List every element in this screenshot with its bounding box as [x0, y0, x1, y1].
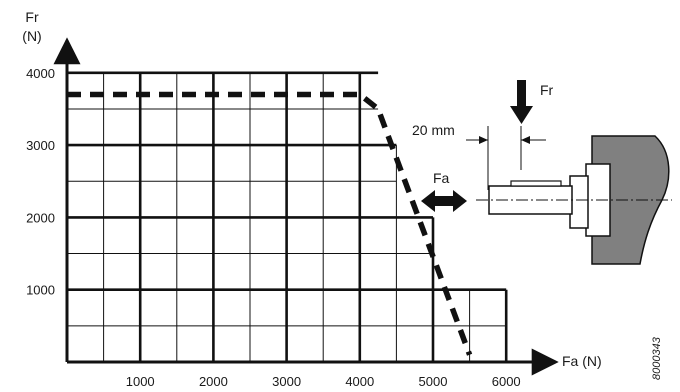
drawing-code: 8000343 [651, 336, 663, 380]
x-tick-label: 6000 [492, 374, 521, 389]
shaft-illustration [476, 135, 672, 265]
y-tick-label: 3000 [26, 138, 55, 153]
y-axis-label: Fr [25, 9, 39, 25]
y-axis-unit: (N) [22, 28, 41, 44]
fa-force-label: Fa [433, 170, 450, 186]
dimension-20mm [466, 126, 546, 190]
fa-force-arrow [421, 190, 467, 212]
fr-force-label: Fr [540, 82, 554, 98]
x-tick-label: 3000 [272, 374, 301, 389]
series-layer [67, 91, 473, 356]
x-tick-labels: 1000 2000 3000 4000 5000 6000 [126, 374, 521, 389]
x-axis-label: Fa (N) [562, 353, 602, 369]
y-tick-label: 2000 [26, 210, 55, 225]
x-tick-label: 1000 [126, 374, 155, 389]
major-grid [67, 71, 508, 362]
y-tick-label: 4000 [26, 66, 55, 81]
y-tick-labels: 1000 2000 3000 4000 [26, 66, 55, 298]
x-tick-label: 5000 [419, 374, 448, 389]
y-tick-label: 1000 [26, 283, 55, 298]
series-line [67, 91, 473, 356]
fr-force-arrow [510, 80, 533, 124]
distance-label: 20 mm [412, 122, 455, 138]
shaft-key [510, 180, 562, 187]
x-tick-label: 4000 [345, 374, 374, 389]
x-tick-label: 2000 [199, 374, 228, 389]
